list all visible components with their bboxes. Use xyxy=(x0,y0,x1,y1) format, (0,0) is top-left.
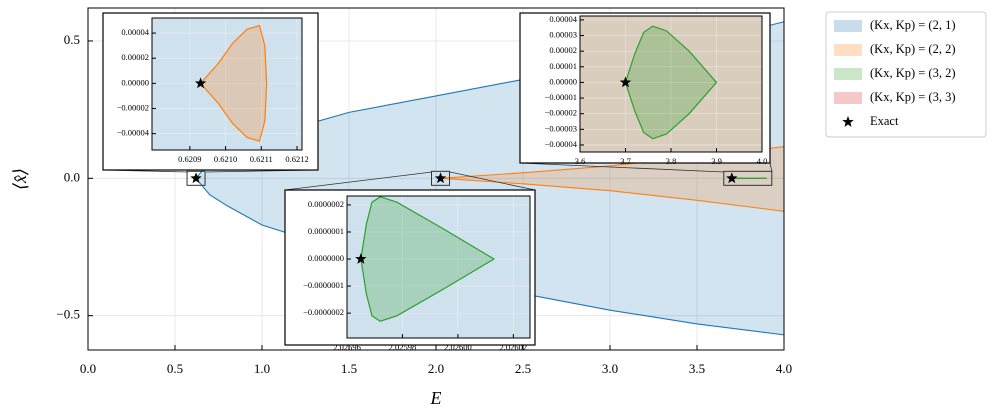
inset-y-tick-label: −0.00002 xyxy=(117,102,149,112)
inset-x-tick-label: 3.6 xyxy=(575,156,586,166)
inset-exact-marker xyxy=(619,76,632,88)
x-tick-label: 0.0 xyxy=(80,361,96,376)
inset-exact-marker xyxy=(355,253,367,264)
inset-y-tick-label: 0.00004 xyxy=(549,14,577,24)
zoom-box xyxy=(186,170,206,186)
zoom-connector xyxy=(769,162,773,173)
inset-y-tick-label: −0.00001 xyxy=(545,92,577,102)
zoom-box xyxy=(723,170,773,186)
x-tick-label: 0.5 xyxy=(167,361,183,376)
inset-x-tick-label: 2.02596 xyxy=(333,342,361,352)
x-tick-label: 2.5 xyxy=(515,361,531,376)
legend-label: (Kx, Kp) = (3, 2) xyxy=(870,66,956,80)
y-tick-label: −0.5 xyxy=(56,307,80,322)
inset-x-tick-label: 0.6211 xyxy=(250,154,273,164)
inset-x-tick-label: 3.8 xyxy=(666,156,677,166)
inset-y-tick-label: 0.00000 xyxy=(549,76,577,86)
exact-marker xyxy=(434,172,447,184)
legend-label: Exact xyxy=(870,114,899,128)
inset-y-tick-label: −0.0000002 xyxy=(303,307,344,317)
x-tick-label: 1.5 xyxy=(341,361,357,376)
legend-swatch xyxy=(834,44,862,56)
inset-y-tick-label: 0.00000 xyxy=(121,77,149,87)
zoom-connector xyxy=(449,171,536,191)
x-tick-label: 3.5 xyxy=(689,361,705,376)
inset-y-tick-label: 0.00004 xyxy=(121,27,149,37)
inset-y-tick-label: 0.0000001 xyxy=(308,226,344,236)
legend-star xyxy=(842,116,854,127)
exact-marker xyxy=(190,172,202,184)
x-axis-label: E xyxy=(430,388,442,408)
inset-y-tick-label: 0.0000000 xyxy=(308,253,344,263)
y-tick-label: 0.0 xyxy=(64,169,80,184)
inset-y-tick-label: −0.0000001 xyxy=(303,280,344,290)
y-axis-label: ⟨x̂⟩ xyxy=(10,168,30,190)
inset-y-tick-label: 0.00002 xyxy=(549,45,577,55)
legend-swatch xyxy=(834,68,862,80)
legend-label: (Kx, Kp) = (2, 2) xyxy=(870,42,956,56)
inset-curve xyxy=(360,196,496,322)
legend-swatch xyxy=(834,92,862,104)
inset-x-tick-label: 2.02598 xyxy=(389,342,417,352)
inset-y-tick-label: 0.00003 xyxy=(549,29,577,39)
inset-x-tick-label: 3.7 xyxy=(620,156,631,166)
inset-y-tick-label: 0.0000002 xyxy=(308,199,344,209)
zoom-connector xyxy=(284,171,433,191)
inset-plot-bg xyxy=(347,196,530,338)
inset-frame xyxy=(346,195,531,339)
y-tick-label: 0.5 xyxy=(64,32,80,47)
inset-y-tick-label: −0.00002 xyxy=(545,108,577,118)
legend-label: (Kx, Kp) = (3, 3) xyxy=(870,90,956,104)
inset-x-tick-label: 0.6210 xyxy=(214,154,237,164)
inset-frame xyxy=(151,17,303,151)
x-tick-label: 3.0 xyxy=(602,361,618,376)
inset-x-tick-label: 0.6209 xyxy=(178,154,201,164)
x-tick-label: 2.0 xyxy=(428,361,444,376)
inset-curve xyxy=(199,24,268,142)
x-tick-label: 4.0 xyxy=(776,361,792,376)
inset-exact-marker xyxy=(194,77,207,89)
plot-frame xyxy=(87,7,785,351)
legend-box xyxy=(825,11,987,138)
legend-swatch xyxy=(834,20,862,32)
inset-x-tick-label: 0.6212 xyxy=(285,154,308,164)
legend-label: (Kx, Kp) = (2, 1) xyxy=(870,18,956,32)
zoom-connector xyxy=(519,162,725,173)
exact-marker xyxy=(726,172,738,184)
inset-y-tick-label: −0.00004 xyxy=(117,128,150,138)
inset-y-tick-label: −0.00004 xyxy=(545,139,578,149)
inset-x-tick-label: 2.02602 xyxy=(500,342,528,352)
inset-plot-bg xyxy=(152,18,302,150)
inset-curve xyxy=(624,25,718,140)
inset-x-tick-label: 2.02600 xyxy=(444,342,472,352)
inset-y-tick-label: 0.00002 xyxy=(121,52,149,62)
inset-x-tick-label: 4.0 xyxy=(757,156,768,166)
inset-frame xyxy=(579,15,763,153)
inset-y-tick-label: 0.00001 xyxy=(549,61,577,71)
inset-x-tick-label: 3.9 xyxy=(711,156,722,166)
x-tick-label: 1.0 xyxy=(254,361,270,376)
inset-y-tick-label: −0.00003 xyxy=(545,123,577,133)
zoom-box xyxy=(431,170,451,186)
